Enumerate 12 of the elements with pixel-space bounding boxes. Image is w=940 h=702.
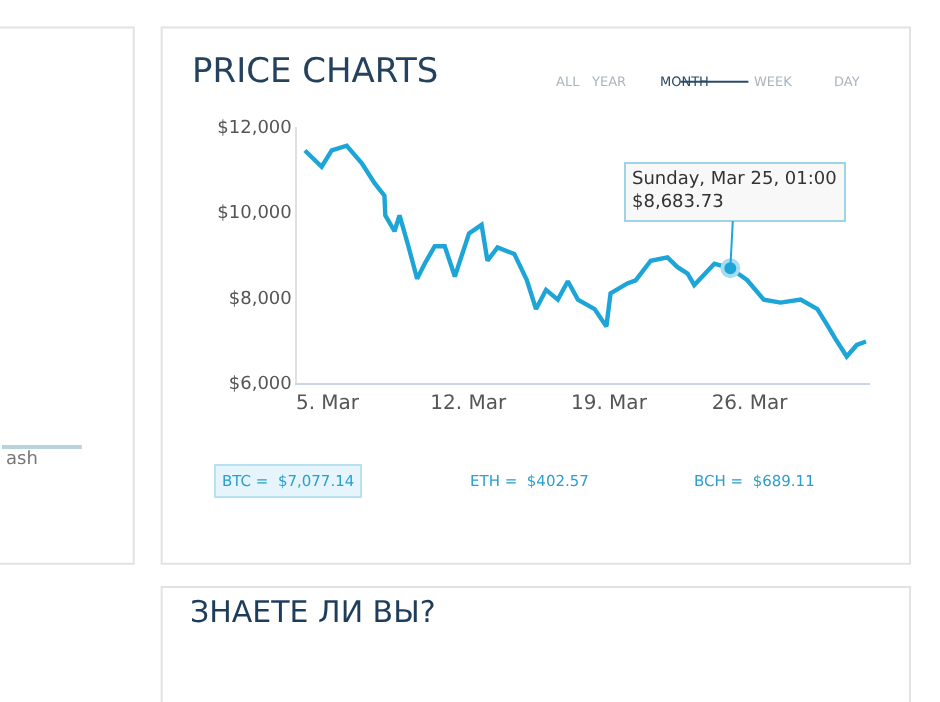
y-tick-label: $6,000 xyxy=(228,375,293,396)
x-tick-label: 26. Mar xyxy=(711,393,790,415)
y-tick-label: $8,000 xyxy=(228,289,293,310)
chart-title: PRICE CHARTS xyxy=(192,52,439,92)
y-tick-label: $12,000 xyxy=(217,118,293,139)
annotation: Sunday, Mar 25, 01:00 $8,683.73 xyxy=(632,170,838,214)
x-tick-label: 19. Mar xyxy=(570,393,649,415)
text: ЗНАЕТЕ ЛИ ВЫ? xyxy=(190,594,436,630)
y-tick-label: $10,000 xyxy=(217,204,293,225)
text: ash xyxy=(6,450,38,470)
x-tick-label: 5. Mar xyxy=(295,393,361,415)
x-tick-label: 12. Mar xyxy=(430,393,508,415)
